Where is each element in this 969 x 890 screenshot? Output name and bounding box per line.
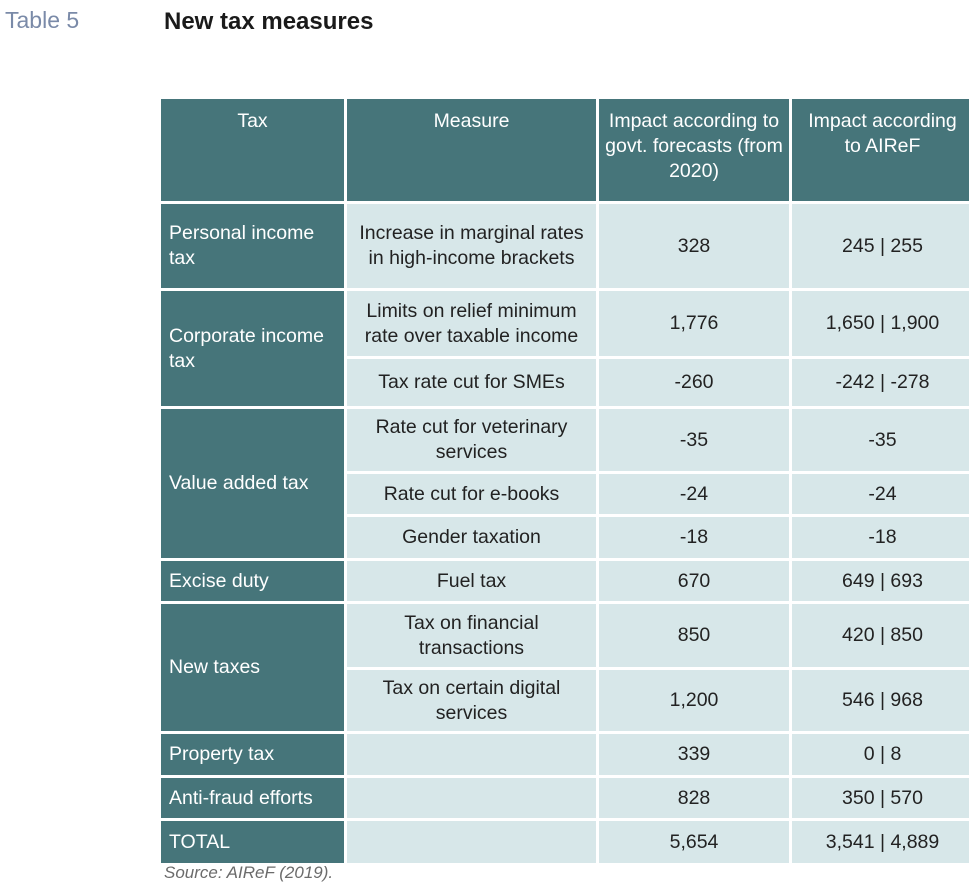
govt-impact-cell: 339 [599,734,789,775]
govt-impact-cell: 1,776 [599,291,789,356]
measure-cell-empty [347,778,596,818]
total-airef-impact-cell: 3,541 | 4,889 [792,821,969,863]
table-title: New tax measures [164,8,374,35]
govt-impact-cell: -260 [599,359,789,406]
airef-impact-cell: 1,650 | 1,900 [792,291,969,356]
measure-cell: Tax on certain digital services [347,670,596,731]
govt-impact-cell: -24 [599,474,789,514]
header-tax: Tax [161,99,344,201]
airef-impact-cell: 350 | 570 [792,778,969,818]
measure-cell: Increase in marginal rates in high-incom… [347,204,596,288]
tax-cell: New taxes [161,604,344,731]
tax-cell: Personal income tax [161,204,344,288]
measure-cell: Tax rate cut for SMEs [347,359,596,406]
govt-impact-cell: 828 [599,778,789,818]
header-measure: Measure [347,99,596,201]
tax-cell: Property tax [161,734,344,775]
header-govt-impact: Impact according to govt. forecasts (fro… [599,99,789,201]
tax-cell: Value added tax [161,409,344,558]
airef-impact-cell: 420 | 850 [792,604,969,667]
airef-impact-cell: -18 [792,517,969,558]
measure-cell-empty [347,734,596,775]
measure-cell: Tax on financial transactions [347,604,596,667]
govt-impact-cell: -35 [599,409,789,471]
airef-impact-cell: -24 [792,474,969,514]
govt-impact-cell: 850 [599,604,789,667]
airef-impact-cell: 0 | 8 [792,734,969,775]
total-govt-impact-cell: 5,654 [599,821,789,863]
measure-cell: Gender taxation [347,517,596,558]
table-number-label: Table 5 [5,7,80,33]
govt-impact-cell: 1,200 [599,670,789,731]
measure-cell: Rate cut for e-books [347,474,596,514]
tax-measures-table: Tax Measure Impact according to govt. fo… [161,99,969,863]
govt-impact-cell: 328 [599,204,789,288]
total-label-cell: TOTAL [161,821,344,863]
airef-impact-cell: 546 | 968 [792,670,969,731]
airef-impact-cell: 649 | 693 [792,561,969,601]
measure-cell-empty [347,821,596,863]
govt-impact-cell: -18 [599,517,789,558]
source-note: Source: AIReF (2019). [164,863,334,882]
airef-impact-cell: -35 [792,409,969,471]
measure-cell: Fuel tax [347,561,596,601]
govt-impact-cell: 670 [599,561,789,601]
tax-cell: Excise duty [161,561,344,601]
tax-cell: Anti-fraud efforts [161,778,344,818]
airef-impact-cell: -242 | -278 [792,359,969,406]
measure-cell: Rate cut for veterinary services [347,409,596,471]
tax-cell: Corporate income tax [161,291,344,406]
header-airef-impact: Impact according to AIReF [792,99,969,201]
airef-impact-cell: 245 | 255 [792,204,969,288]
measure-cell: Limits on relief minimum rate over taxab… [347,291,596,356]
